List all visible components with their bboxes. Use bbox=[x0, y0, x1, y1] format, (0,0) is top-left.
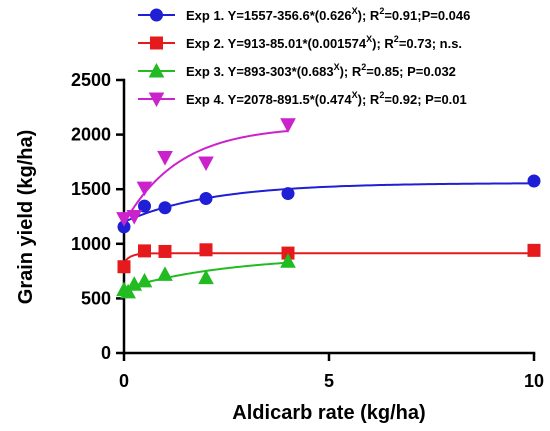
y-tick-label: 0 bbox=[101, 343, 111, 363]
y-tick-label: 1000 bbox=[71, 234, 111, 254]
legend-label-part: ); R bbox=[372, 36, 394, 51]
legend-label-part: ); R bbox=[340, 64, 362, 79]
data-point-exp2 bbox=[117, 260, 131, 274]
fit-curve-exp4 bbox=[123, 130, 289, 224]
x-tick-label: 10 bbox=[524, 371, 544, 391]
data-point-exp1 bbox=[281, 187, 295, 201]
x-axis-title: Aldicarb rate (kg/ha) bbox=[232, 402, 425, 424]
legend-label-part: Exp 3. Y=893-303*(0.683 bbox=[186, 64, 334, 79]
data-point-exp1 bbox=[158, 201, 172, 215]
legend-label-part: ); R bbox=[358, 92, 380, 107]
y-tick-label: 2000 bbox=[71, 125, 111, 145]
fit-curves bbox=[123, 130, 535, 290]
legend-label-superscript: 2 bbox=[379, 6, 384, 16]
legend-label-superscript: X bbox=[334, 62, 340, 72]
legend-label-superscript: X bbox=[352, 90, 358, 100]
data-point-exp3 bbox=[157, 266, 173, 281]
data-point-exp1 bbox=[527, 174, 541, 188]
data-point-exp1 bbox=[199, 191, 213, 205]
fit-curve-exp2 bbox=[123, 252, 534, 264]
legend-label-superscript: X bbox=[366, 34, 372, 44]
axes: 0 500 1000 1500 2000 2500 0 5 10 bbox=[71, 70, 544, 391]
legend-label-part: =0.73; n.s. bbox=[399, 36, 462, 51]
data-point-exp1 bbox=[138, 199, 151, 213]
data-point-exp4 bbox=[116, 212, 132, 227]
legend-label-superscript: 2 bbox=[361, 62, 366, 72]
legend-label: Exp 1. Y=1557-356.6*(0.626X); R2=0.91;P=… bbox=[186, 6, 470, 23]
legend-label-superscript: X bbox=[352, 6, 358, 16]
legend-item-exp1: Exp 1. Y=1557-356.6*(0.626X); R2=0.91;P=… bbox=[138, 6, 470, 23]
data-point-exp3 bbox=[280, 253, 296, 268]
legend-marker bbox=[150, 36, 163, 50]
data-point-exp2 bbox=[199, 243, 213, 257]
data-point-exp4 bbox=[198, 156, 214, 172]
data-point-exp4 bbox=[136, 181, 153, 197]
legend-label-part: Exp 4. Y=2078-891.5*(0.474 bbox=[186, 92, 352, 107]
legend-label: Exp 4. Y=2078-891.5*(0.474X); R2=0.92; P… bbox=[186, 90, 467, 107]
data-points bbox=[116, 118, 541, 299]
data-point-exp3 bbox=[136, 272, 153, 288]
legend-label: Exp 2. Y=913-85.01*(0.001574X); R2=0.73;… bbox=[186, 34, 462, 51]
data-point-exp4 bbox=[157, 151, 173, 166]
axis-titles: Aldicarb rate (kg/ha) Grain yield (kg/ha… bbox=[15, 130, 426, 424]
y-tick-label: 500 bbox=[81, 288, 111, 308]
y-axis-title: Grain yield (kg/ha) bbox=[15, 130, 37, 304]
legend-item-exp2: Exp 2. Y=913-85.01*(0.001574X); R2=0.73;… bbox=[138, 34, 462, 51]
legend-label-part: Exp 2. Y=913-85.01*(0.001574 bbox=[186, 36, 367, 51]
data-point-exp4 bbox=[126, 210, 143, 225]
legend-marker bbox=[148, 62, 165, 78]
data-point-exp2 bbox=[527, 243, 541, 257]
legend-label-part: Exp 1. Y=1557-356.6*(0.626 bbox=[186, 8, 352, 23]
x-tick-label: 0 bbox=[119, 371, 129, 391]
legend-label-part: =0.85; P=0.032 bbox=[366, 64, 456, 79]
legend-item-exp3: Exp 3. Y=893-303*(0.683X); R2=0.85; P=0.… bbox=[138, 62, 456, 79]
legend: Exp 1. Y=1557-356.6*(0.626X); R2=0.91;P=… bbox=[138, 6, 470, 108]
legend-label: Exp 3. Y=893-303*(0.683X); R2=0.85; P=0.… bbox=[186, 62, 456, 79]
x-tick-label: 5 bbox=[324, 371, 334, 391]
fit-curve-exp1 bbox=[123, 182, 535, 223]
data-point-exp3 bbox=[198, 269, 214, 285]
data-point-exp4 bbox=[280, 118, 296, 133]
legend-label-part: ); R bbox=[358, 8, 380, 23]
data-point-exp2 bbox=[158, 244, 172, 258]
legend-marker bbox=[148, 92, 165, 108]
y-tick-label: 2500 bbox=[71, 70, 111, 90]
legend-label-superscript: 2 bbox=[379, 90, 384, 100]
y-tick-label: 1500 bbox=[71, 179, 111, 199]
legend-label-part: =0.92; P=0.01 bbox=[384, 92, 466, 107]
legend-label-superscript: 2 bbox=[394, 34, 399, 44]
legend-item-exp4: Exp 4. Y=2078-891.5*(0.474X); R2=0.92; P… bbox=[138, 90, 467, 108]
data-point-exp2 bbox=[138, 244, 151, 258]
legend-label-part: =0.91;P=0.046 bbox=[384, 8, 470, 23]
data-point-exp3 bbox=[120, 283, 136, 299]
legend-marker bbox=[150, 8, 163, 22]
